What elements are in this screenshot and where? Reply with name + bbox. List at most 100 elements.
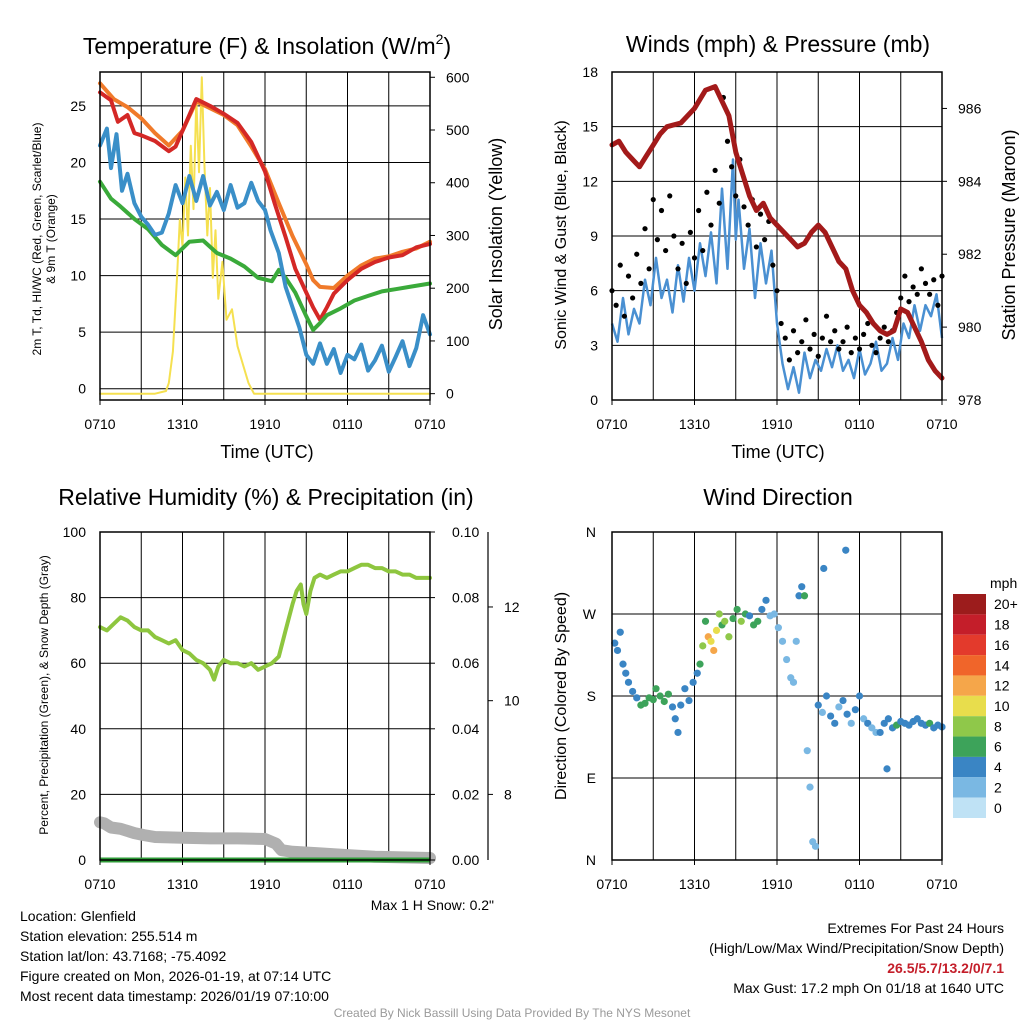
gust-point	[733, 193, 739, 199]
y-tick-label-left: 0	[78, 852, 86, 868]
x-tick-label: 0110	[332, 876, 362, 892]
y-tick-label-left: 80	[70, 590, 86, 606]
direction-point	[668, 703, 677, 711]
x-tick-label: 0710	[414, 416, 445, 432]
direction-point	[652, 685, 660, 693]
colorbar-label: 12	[994, 678, 1010, 694]
gust-point	[658, 207, 665, 214]
direction-point	[733, 605, 741, 614]
gust-point	[671, 233, 677, 239]
station-latlon: Station lat/lon: 43.7168; -75.4092	[20, 948, 227, 964]
direction-point	[884, 715, 892, 723]
gust-point	[844, 324, 850, 330]
series-line-hi-wc	[98, 126, 432, 375]
direction-point	[737, 617, 745, 625]
x-tick-label: 1310	[679, 876, 710, 892]
x-tick-label: 0110	[844, 416, 874, 432]
y-tick-label-left: 40	[70, 721, 86, 737]
series-line-snow-depth	[94, 816, 436, 864]
gust-point	[910, 284, 916, 290]
gust-point	[638, 280, 644, 286]
x-tick-label: 0110	[332, 416, 362, 432]
direction-point	[800, 592, 809, 600]
pressure-y-label: Station Pressure (Maroon)	[999, 129, 1019, 340]
gust-point	[675, 266, 681, 272]
gust-point	[745, 222, 751, 228]
y-tick-label-left: 20	[70, 154, 86, 170]
winds-title: Winds (mph) & Pressure (mb)	[626, 31, 930, 57]
gust-point	[807, 346, 813, 352]
direction-tick-label: W	[583, 606, 597, 622]
gust-point	[914, 291, 920, 297]
direction-point	[624, 678, 633, 686]
gust-point	[790, 328, 797, 334]
snow-tick-label: 8	[504, 786, 512, 802]
y-tick-label-left: 20	[70, 786, 86, 802]
x-tick-label: 0710	[84, 416, 115, 432]
max-gust: Max Gust: 17.2 mph On 01/18 at 1640 UTC	[733, 980, 1004, 996]
gust-point	[861, 331, 867, 337]
direction-point	[803, 747, 811, 755]
direction-point	[831, 719, 839, 727]
gust-point	[786, 357, 792, 363]
extremes-info: Extremes For Past 24 Hours (High/Low/Max…	[709, 918, 1004, 998]
gust-point	[691, 255, 698, 261]
y-tick-label-left: 0	[590, 392, 598, 408]
y-tick-label-left: 10	[70, 268, 86, 284]
colorbar-swatch	[953, 614, 986, 635]
y-tick-label-right: 100	[446, 333, 470, 349]
winds-x-label: Time (UTC)	[731, 442, 824, 462]
direction-point	[681, 685, 689, 693]
direction-point	[851, 706, 859, 714]
gust-point	[795, 350, 801, 356]
colorbar-unit: mph	[990, 575, 1017, 591]
x-tick-label: 1310	[167, 876, 198, 892]
series-line-solar-insolation	[99, 76, 431, 395]
direction-tick-label: N	[586, 524, 596, 540]
precip-tick-label: 0.00	[452, 852, 479, 868]
wind-direction-series	[611, 546, 946, 850]
x-tick-label: 0710	[596, 876, 627, 892]
gust-point	[832, 328, 838, 334]
y-tick-label-right: 986	[958, 100, 982, 116]
direction-point	[868, 724, 876, 732]
plot-frame	[611, 531, 943, 861]
colorbar-label: 16	[994, 637, 1010, 653]
gust-point	[869, 342, 875, 348]
colorbar-label: 10	[994, 698, 1010, 714]
direction-point	[811, 842, 820, 850]
precip-tick-label: 0.10	[452, 524, 479, 540]
gust-point	[762, 237, 768, 243]
winds-y-label: Sonic Wind & Gust (Blue, Black)	[553, 120, 570, 349]
x-tick-label: 0710	[84, 876, 115, 892]
gust-point	[753, 244, 759, 250]
y-tick-label-left: 15	[70, 211, 86, 227]
x-tick-label: 0710	[926, 416, 957, 432]
gust-point	[906, 299, 912, 305]
colorbar-label: 20+	[994, 596, 1018, 612]
extremes-legend: (High/Low/Max Wind/Precipitation/Snow De…	[709, 940, 1004, 956]
extremes-heading: Extremes For Past 24 Hours	[827, 920, 1004, 936]
x-tick-label: 0110	[844, 876, 874, 892]
direction-point	[660, 697, 668, 706]
colorbar-swatch	[953, 634, 986, 656]
series-line-9m-t	[98, 81, 432, 290]
gust-point	[856, 346, 863, 352]
gust-point	[931, 277, 937, 283]
direction-point	[913, 715, 921, 723]
gust-point	[654, 237, 660, 243]
gust-point	[729, 164, 735, 170]
colorbar-label: 4	[994, 759, 1002, 775]
precip-tick-label: 0.08	[452, 590, 479, 606]
gust-point	[712, 167, 718, 173]
temperature-x-label: Time (UTC)	[220, 442, 313, 462]
direction-point	[778, 637, 787, 645]
station-location: Location: Glenfield	[20, 908, 136, 924]
colorbar-swatch	[953, 655, 986, 676]
gust-point	[634, 251, 640, 257]
direction-point	[843, 710, 851, 718]
gust-point	[898, 295, 904, 301]
colorbar-swatch	[953, 716, 986, 737]
figure-created: Figure created on Mon, 2026-01-19, at 07…	[20, 968, 332, 984]
colorbar-swatch	[953, 777, 986, 798]
